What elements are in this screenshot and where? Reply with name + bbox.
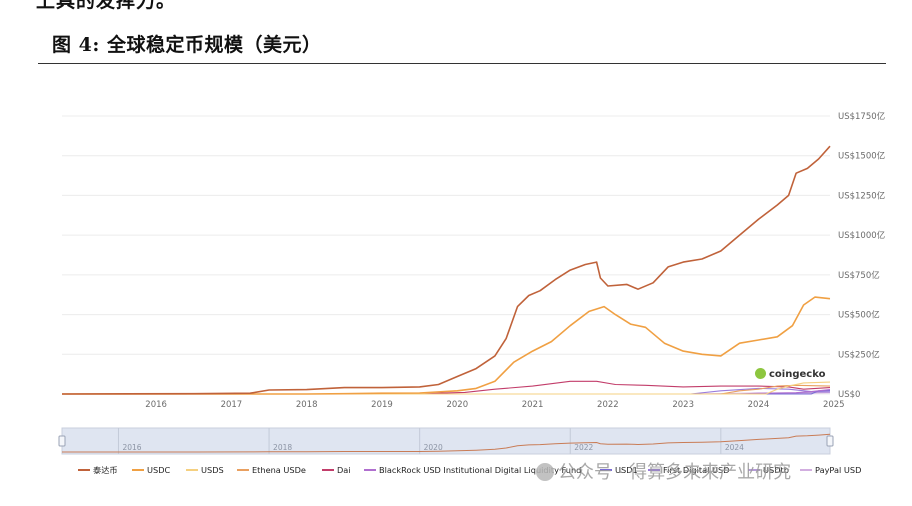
navigator-line [62, 433, 831, 453]
x-tick-label: 2022 [597, 400, 619, 410]
legend-label: 泰达币 [93, 465, 118, 475]
x-tick-label: 2018 [296, 400, 318, 410]
navigator-tick-label: 2018 [273, 443, 292, 452]
y-tick-label: US$1000亿 [838, 230, 885, 241]
coingecko-label: coingecko [769, 369, 826, 380]
navigator-panel [61, 427, 831, 455]
legend-label: USD1 [615, 465, 638, 475]
title-underline [38, 63, 886, 64]
x-tick-label: 2016 [145, 400, 167, 410]
navigator-tick-label: 2016 [122, 443, 141, 452]
legend-label: BlackRock USD Institutional Digital Liqu… [379, 465, 581, 475]
x-tick-label: 2023 [672, 400, 694, 410]
navigator-handle-right [826, 435, 834, 447]
legend-label: Dai [337, 465, 351, 475]
coingecko-logo-icon [755, 368, 766, 379]
series-line [62, 381, 831, 395]
navigator-tick-label: 2020 [424, 443, 443, 452]
y-tick-label: US$250亿 [838, 349, 880, 360]
navigator-tick-label: 2024 [725, 443, 744, 452]
figure-title: 图 4: 全球稳定币规模（美元） [52, 34, 322, 56]
series-line [61, 145, 831, 395]
legend-label: USDS [201, 465, 224, 475]
x-tick-label: 2017 [221, 400, 243, 410]
previous-text-fragment: 上具的发挥力。 [36, 0, 177, 12]
legend-label: USDC [147, 465, 170, 475]
wechat-icon [536, 463, 554, 481]
coingecko-badge: coingecko [755, 368, 825, 380]
navigator-tick-label: 2022 [574, 443, 593, 452]
legend-label: Ethena USDe [252, 465, 306, 475]
x-tick-label: 2024 [748, 400, 770, 410]
x-tick-label: 2019 [371, 400, 393, 410]
y-tick-label: US$1500亿 [838, 151, 885, 162]
y-tick-label: US$750亿 [838, 270, 880, 281]
x-tick-label: 2025 [823, 400, 845, 410]
watermark-text: 公众号 · 得算多未来产业研究 [558, 462, 792, 483]
y-tick-label: US$1250亿 [838, 190, 885, 201]
x-tick-label: 2020 [446, 400, 468, 410]
navigator-handle-left [58, 435, 66, 447]
x-tick-label: 2021 [522, 400, 544, 410]
y-tick-label: US$500亿 [838, 310, 880, 321]
legend-label: PayPal USD [815, 465, 861, 475]
legend-label: First Digital USD [663, 465, 729, 475]
y-tick-label: US$0 [838, 390, 860, 400]
wechat-watermark: 公众号 · 得算多未来产业研究 [536, 458, 791, 484]
series-line [62, 296, 831, 395]
legend-label: USDtb [763, 465, 789, 475]
y-tick-label: US$1750亿 [838, 111, 885, 122]
